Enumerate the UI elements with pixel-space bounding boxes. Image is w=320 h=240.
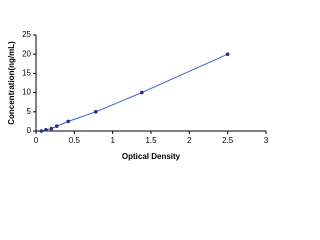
point bbox=[44, 128, 48, 132]
point bbox=[39, 129, 44, 133]
y-tick-label: 5 bbox=[27, 107, 32, 116]
point bbox=[94, 110, 98, 114]
x-axis-label: Optical Density bbox=[122, 152, 181, 161]
x-tick-label: 0 bbox=[34, 136, 39, 145]
x-tick-label: 0.5 bbox=[69, 136, 81, 145]
point bbox=[140, 90, 144, 95]
point bbox=[225, 52, 230, 56]
x-tick-label: 2.5 bbox=[222, 136, 234, 145]
x-tick-label: 2 bbox=[187, 136, 192, 145]
curve bbox=[41, 53, 228, 132]
point bbox=[54, 124, 59, 128]
y-axis-label: Concentration(ng/mL) bbox=[7, 41, 16, 125]
y-tick-label: 25 bbox=[22, 30, 31, 39]
y-tick-label: 20 bbox=[22, 49, 31, 58]
y-tick-label: 0 bbox=[27, 126, 32, 135]
chart: Optical Density Concentration(ng/mL) 0 5 1… bbox=[7, 30, 269, 161]
y-tick-label: 15 bbox=[22, 69, 31, 78]
x-tick-label: 1.5 bbox=[145, 136, 157, 145]
point bbox=[49, 126, 54, 131]
x-tick-label: 3 bbox=[264, 136, 269, 145]
x-tick-label: 1 bbox=[110, 136, 115, 145]
y-tick-label: 10 bbox=[22, 88, 31, 97]
point bbox=[66, 119, 70, 124]
